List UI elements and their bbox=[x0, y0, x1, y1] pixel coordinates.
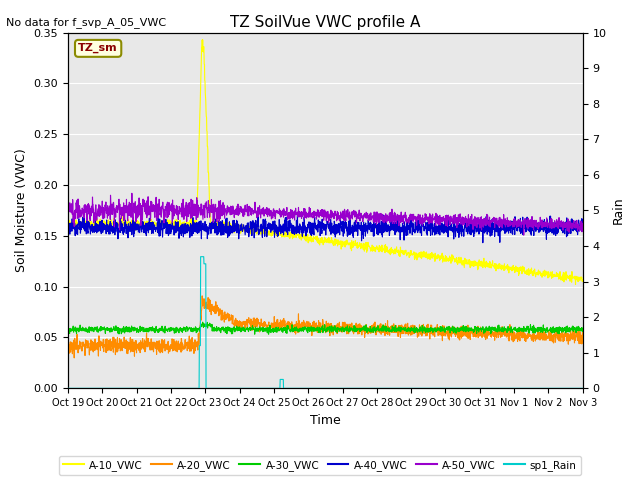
X-axis label: Time: Time bbox=[310, 414, 340, 427]
Title: TZ SoilVue VWC profile A: TZ SoilVue VWC profile A bbox=[230, 15, 420, 30]
Y-axis label: Soil Moisture (VWC): Soil Moisture (VWC) bbox=[15, 149, 28, 272]
Y-axis label: Rain: Rain bbox=[612, 197, 625, 224]
Text: TZ_sm: TZ_sm bbox=[78, 43, 118, 53]
Legend: A-10_VWC, A-20_VWC, A-30_VWC, A-40_VWC, A-50_VWC, sp1_Rain: A-10_VWC, A-20_VWC, A-30_VWC, A-40_VWC, … bbox=[59, 456, 581, 475]
Text: No data for f_svp_A_05_VWC: No data for f_svp_A_05_VWC bbox=[6, 17, 166, 28]
